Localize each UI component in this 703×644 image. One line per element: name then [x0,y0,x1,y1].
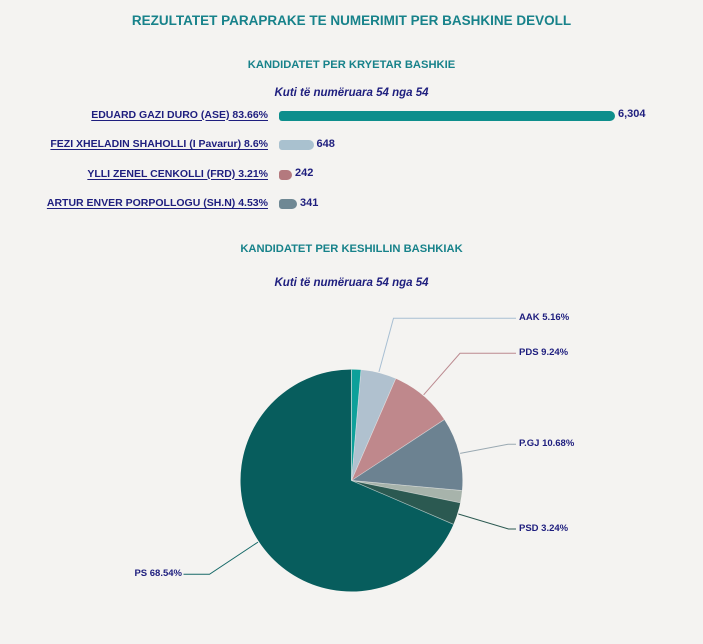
candidate-bar [279,199,297,209]
pie-slice [351,369,396,481]
pie-label-line [183,541,259,575]
pie-slice [351,480,461,525]
council-section-title: KANDIDATET PER KESHILLIN BASHKIAK [240,243,463,255]
pie-slice-separator [351,480,454,525]
pie-slice-label: PDS 9.24% [519,347,569,359]
mayor-boxes-counted-note: Kuti të numëruara 54 nga 54 [274,87,429,99]
pie-slice-label: PSD 3.24% [519,523,569,534]
pie-slice-label: AAK 5.16% [519,312,570,324]
candidate-bar [279,110,615,121]
pie-slice [351,419,463,491]
candidate-label[interactable]: FEZI XHELADIN SHAHOLLI (I Pavarur) 8.6% [50,138,268,150]
council-boxes-counted-note: Kuti të numëruara 54 nga 54 [274,277,429,289]
pie-slice-separator [351,480,461,504]
pie-slice-separator [351,370,362,481]
candidate-label[interactable]: YLLI ZENEL CENKOLLI (FRD) 3.21% [87,167,268,180]
pie-label-line [460,443,516,454]
mayor-section-title: KANDIDATET PER KRYETAR BASHKIE [247,59,456,71]
pie-slice [351,378,445,481]
pie-label-line [378,317,516,373]
candidate-votes: 648 [316,137,335,150]
page-title: REZULTATET PARAPRAKE TE NUMERIMIT PER BA… [131,13,572,28]
pie-slice [240,369,454,592]
pie-slice-label: PS 68.54% [134,568,182,580]
pie-slice-separator [351,480,462,491]
candidate-bar [279,140,314,150]
pie-slice-separator [351,419,445,481]
candidate-bar [279,169,292,180]
candidate-votes: 341 [300,196,319,209]
pie-slice-separator [351,378,396,481]
candidate-label[interactable]: ARTUR ENVER PORPOLLOGU (SH.N) 4.53% [46,197,268,209]
candidate-votes: 6,304 [618,108,646,120]
pie-label-line [423,352,516,396]
pie-label-line [458,513,516,530]
pie-slice-label: P.GJ 10.68% [519,438,575,450]
candidate-label[interactable]: EDUARD GAZI DURO (ASE) 83.66% [91,108,268,121]
candidate-votes: 242 [295,167,314,179]
